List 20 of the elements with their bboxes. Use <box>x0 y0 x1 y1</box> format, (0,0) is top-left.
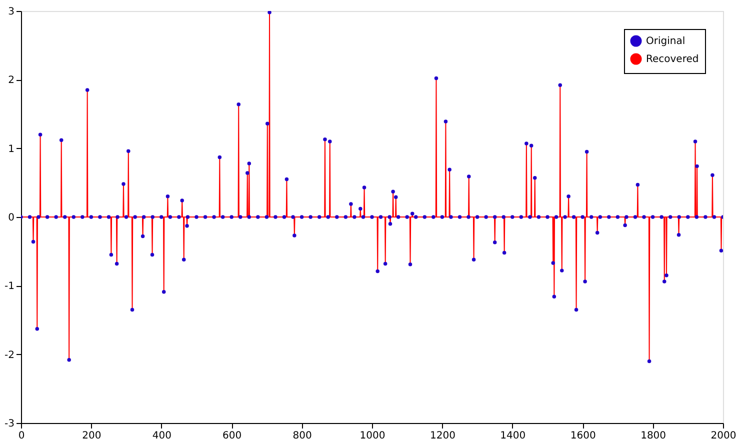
x-tick-label: 1000 <box>360 430 386 442</box>
x-tick-label: 800 <box>292 430 312 442</box>
y-tick-label: -2 <box>4 350 14 361</box>
x-tick-label: 0 <box>18 430 25 442</box>
x-tick-label: 200 <box>82 430 102 442</box>
y-tick-label: 2 <box>8 75 14 86</box>
y-tick-label: 0 <box>8 212 14 224</box>
x-tick-label: 1400 <box>500 430 526 442</box>
x-tick-label: 1200 <box>430 430 456 442</box>
x-tick-label: 400 <box>152 430 172 442</box>
x-tick-label: 2000 <box>710 430 736 442</box>
y-tick-label: 3 <box>8 6 14 18</box>
x-tick-label: 1600 <box>570 430 596 442</box>
x-tick-label: 1800 <box>640 430 666 442</box>
x-tick-label: 600 <box>222 430 242 442</box>
legend-label: Recovered <box>646 54 699 65</box>
legend-label: Original <box>646 36 686 47</box>
y-tick-label: 1 <box>8 144 14 155</box>
y-tick-label: -1 <box>4 281 14 292</box>
y-tick-label: -3 <box>4 418 14 430</box>
